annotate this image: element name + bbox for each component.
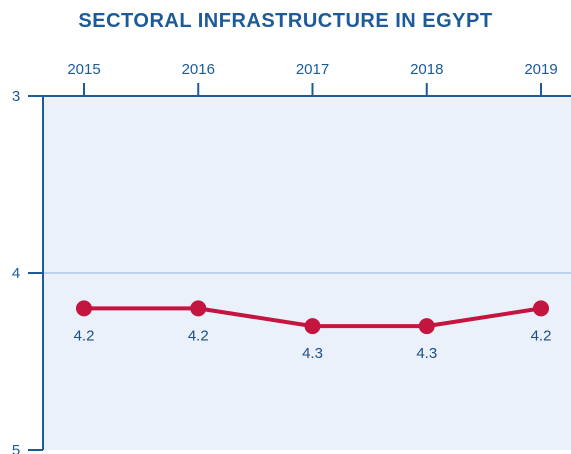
- data-point: [533, 300, 549, 317]
- y-tick-label: 4: [12, 265, 20, 282]
- data-label: 4.2: [188, 327, 209, 344]
- y-tick-label: 5: [12, 442, 20, 454]
- chart-title: SECTORAL INFRASTRUCTURE IN EGYPT: [78, 10, 493, 32]
- data-label: 4.2: [74, 327, 95, 344]
- x-tick-label: 2015: [67, 61, 100, 78]
- y-tick-label: 3: [12, 88, 20, 105]
- data-label: 4.2: [531, 327, 552, 344]
- data-point: [418, 318, 435, 335]
- x-tick-label: 2018: [410, 61, 443, 78]
- x-tick-label: 2017: [296, 61, 329, 78]
- data-label: 4.3: [416, 345, 437, 362]
- x-tick-label: 2016: [182, 61, 215, 78]
- data-point: [304, 318, 321, 335]
- data-point: [76, 300, 92, 317]
- data-label: 4.3: [302, 345, 323, 362]
- x-tick-label: 2019: [524, 61, 557, 78]
- data-point: [190, 300, 207, 317]
